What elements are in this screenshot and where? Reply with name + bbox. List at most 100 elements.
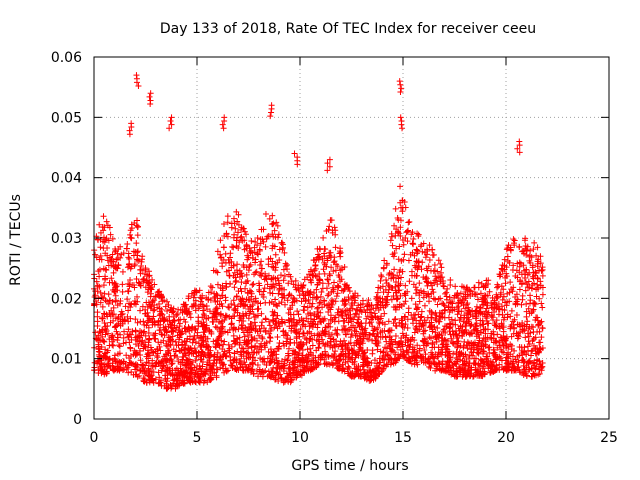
data-point xyxy=(434,301,441,308)
data-point xyxy=(450,350,457,357)
data-point xyxy=(348,331,355,338)
data-point xyxy=(126,260,133,267)
data-point xyxy=(186,325,193,332)
data-point xyxy=(422,351,429,358)
data-point xyxy=(287,339,294,346)
data-point xyxy=(120,334,127,341)
data-point xyxy=(168,324,175,331)
data-point xyxy=(97,244,104,251)
data-point xyxy=(505,363,512,370)
data-point xyxy=(245,365,252,372)
data-point xyxy=(323,263,330,270)
data-point xyxy=(244,289,251,296)
data-point xyxy=(414,304,421,311)
data-point xyxy=(407,358,414,365)
data-point xyxy=(402,321,409,328)
data-point xyxy=(426,242,433,249)
data-point xyxy=(161,297,168,304)
data-point xyxy=(466,352,473,359)
data-point xyxy=(99,329,106,336)
data-point xyxy=(286,364,293,371)
data-point xyxy=(111,366,118,373)
data-point xyxy=(336,250,343,257)
data-point xyxy=(240,298,247,305)
data-point xyxy=(465,304,472,311)
data-point xyxy=(499,311,506,318)
data-point xyxy=(374,324,381,331)
data-point xyxy=(297,341,304,348)
data-point xyxy=(259,319,266,326)
data-point xyxy=(102,346,109,353)
data-point xyxy=(204,335,211,342)
data-point xyxy=(492,367,499,374)
data-point xyxy=(329,331,336,338)
data-point xyxy=(284,297,291,304)
data-point xyxy=(321,250,328,257)
data-point xyxy=(419,337,426,344)
data-point xyxy=(174,332,181,339)
data-point xyxy=(334,263,341,270)
data-point xyxy=(345,363,352,370)
data-point xyxy=(270,281,277,288)
data-point xyxy=(334,331,341,338)
data-point xyxy=(268,373,275,380)
data-point xyxy=(396,341,403,348)
data-point xyxy=(504,311,511,318)
data-point xyxy=(476,308,483,315)
data-point xyxy=(214,349,221,356)
data-point xyxy=(119,367,126,374)
data-point xyxy=(359,347,366,354)
data-point xyxy=(203,344,210,351)
data-point xyxy=(124,296,131,303)
data-point xyxy=(413,246,420,253)
data-point xyxy=(179,307,186,314)
data-point xyxy=(136,372,143,379)
data-point xyxy=(501,256,508,263)
data-point xyxy=(401,290,408,297)
data-point xyxy=(393,295,400,302)
data-point xyxy=(125,326,132,333)
data-point xyxy=(383,260,390,267)
data-point xyxy=(478,339,485,346)
data-point xyxy=(307,361,314,368)
data-point xyxy=(439,341,446,348)
data-point xyxy=(315,344,322,351)
data-point xyxy=(256,288,263,295)
data-point xyxy=(238,297,245,304)
data-point xyxy=(179,356,186,363)
data-point xyxy=(108,334,115,341)
data-point xyxy=(281,273,288,280)
data-point xyxy=(392,339,399,346)
data-point xyxy=(291,364,298,371)
data-point xyxy=(143,359,150,366)
data-point xyxy=(392,278,399,285)
data-point xyxy=(259,236,266,243)
data-point xyxy=(205,289,212,296)
data-point xyxy=(366,320,373,327)
data-point xyxy=(328,264,335,271)
data-point xyxy=(219,328,226,335)
data-point xyxy=(101,319,108,326)
data-point xyxy=(142,266,149,273)
data-point xyxy=(168,356,175,363)
data-point xyxy=(422,254,429,261)
data-point xyxy=(319,280,326,287)
data-point xyxy=(372,305,379,312)
data-point xyxy=(224,233,231,240)
data-point xyxy=(238,233,245,240)
data-point xyxy=(105,330,112,337)
data-point xyxy=(155,318,162,325)
data-point xyxy=(368,302,375,309)
y-tick-label: 0.01 xyxy=(51,352,82,368)
data-point xyxy=(167,321,174,328)
data-point xyxy=(327,306,334,313)
data-point xyxy=(367,368,374,375)
data-point xyxy=(532,346,539,353)
data-point xyxy=(343,307,350,314)
data-point xyxy=(195,318,202,325)
data-point xyxy=(361,327,368,334)
data-point xyxy=(93,301,100,308)
data-point xyxy=(140,377,147,384)
data-point xyxy=(440,283,447,290)
data-point xyxy=(377,277,384,284)
